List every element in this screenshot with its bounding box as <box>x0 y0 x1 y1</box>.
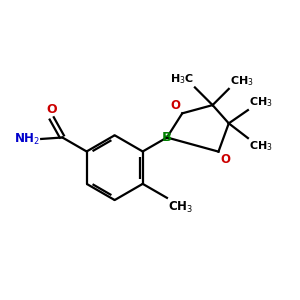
Text: CH$_3$: CH$_3$ <box>230 74 254 88</box>
Text: O: O <box>170 99 181 112</box>
Text: CH$_3$: CH$_3$ <box>249 95 273 109</box>
Text: B: B <box>162 131 172 144</box>
Text: NH$_2$: NH$_2$ <box>14 131 40 146</box>
Text: O: O <box>46 103 56 116</box>
Text: CH$_3$: CH$_3$ <box>249 139 273 153</box>
Text: H$_3$C: H$_3$C <box>170 73 194 86</box>
Text: CH$_3$: CH$_3$ <box>167 200 193 215</box>
Text: O: O <box>220 153 230 166</box>
